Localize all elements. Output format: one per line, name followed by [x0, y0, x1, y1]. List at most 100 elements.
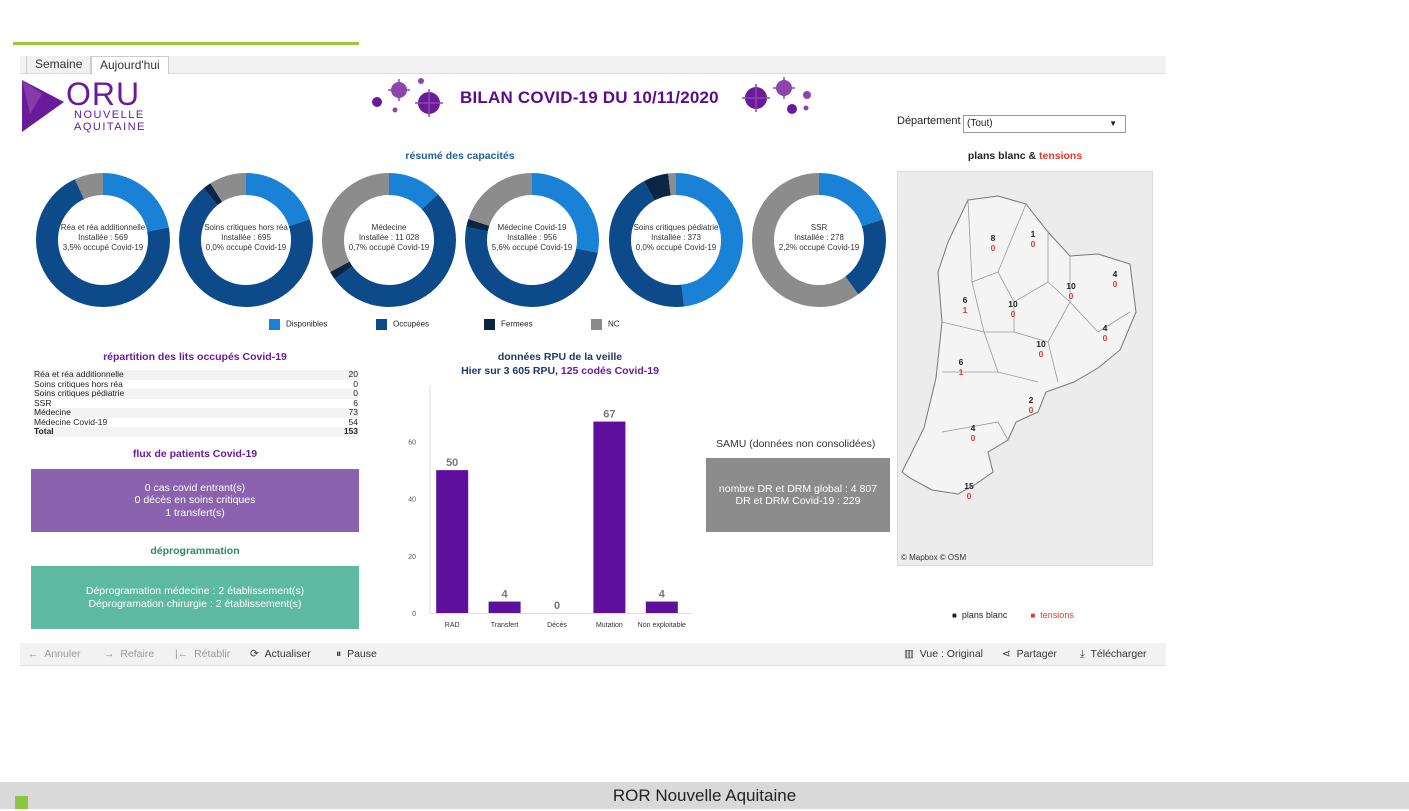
bar-value-label: 50: [446, 457, 458, 469]
map-department-count[interactable]: 10 0: [1036, 339, 1046, 359]
donut-label: Soins critiques hors réa Installée : 695 0…: [204, 223, 288, 252]
table-row: Soins critiques pédiatrie 0: [34, 388, 358, 399]
download-icon: ⤓: [1080, 648, 1085, 660]
donut-label: Soins critiques pédiatrie Installée : 373…: [633, 223, 719, 252]
donut-segment-nc: [752, 173, 886, 307]
samu-title: SAMU (données non consolidées): [716, 438, 876, 450]
capacity-legend: Disponibles Occupées Fermees NC: [269, 319, 629, 333]
view-button[interactable]: ▥ Vue : Original: [904, 648, 983, 660]
pause-button[interactable]: ⏸ Pause: [336, 648, 377, 660]
bar: [645, 601, 678, 613]
bar: [488, 601, 521, 613]
top-accent-bar: [13, 42, 359, 45]
redo-button[interactable]: → Refaire: [104, 648, 155, 660]
legend-fermees: Fermees: [484, 319, 533, 330]
page-title: BILAN COVID-19 DU 10/11/2020: [460, 88, 719, 107]
repartition-title: répartition des lits occupés Covid-19: [103, 351, 287, 363]
capacity-donut[interactable]: Soins critiques hors réa Installée : 695 0…: [177, 171, 315, 314]
legend-occupees: Occupées: [376, 319, 429, 330]
x-tick-label: Transfert: [491, 622, 519, 629]
arrow-left-icon: ←: [28, 648, 39, 660]
capacity-donut[interactable]: Médecine Installée : 11 028 0,7% occupé Co…: [320, 171, 458, 314]
legend-nc: NC: [591, 319, 620, 330]
donut-segment-nc: [322, 173, 456, 307]
table-row: Réa et réa additionnelle 20: [34, 369, 358, 380]
rpu-subtitle: Hier sur 3 605 RPU, 125 codés Covid-19: [461, 365, 659, 377]
footer-bar: ROR Nouvelle Aquitaine: [0, 782, 1409, 809]
samu-box: nombre DR et DRM global : 4 807 DR et DRM…: [706, 458, 890, 532]
donut-segment-occupees: [752, 173, 886, 307]
chevron-down-icon: ▼: [1109, 119, 1117, 128]
share-icon: ⋖: [1002, 648, 1011, 660]
x-tick-label: Non exploitable: [638, 622, 686, 629]
donut-segment-occupees: [609, 173, 743, 307]
tab-semaine[interactable]: Semaine: [26, 56, 92, 74]
y-tick-label: 0: [412, 611, 416, 618]
donut-segment-occupees: [465, 173, 599, 307]
refresh-icon: ⟳: [250, 648, 259, 660]
bar: [436, 470, 469, 613]
map-attribution: © Mapbox © OSM: [901, 553, 967, 562]
x-tick-label: Mutation: [596, 622, 623, 629]
donut-label: Médecine Covid-19 Installée : 956 5,6% occ…: [491, 223, 573, 252]
share-button[interactable]: ⋖ Partager: [1002, 648, 1057, 660]
map-legend: ■ plans blanc ■ tensions: [952, 610, 1074, 620]
map-department-count[interactable]: 10 0: [1066, 281, 1076, 301]
revert-button[interactable]: |← Rétablir: [175, 648, 231, 660]
rpu-title: données RPU de la veille: [497, 351, 623, 363]
map-department-count[interactable]: 10 0: [1008, 299, 1018, 319]
bar: [593, 421, 626, 613]
plans-title: plans blanc & tensions: [967, 150, 1083, 162]
department-map[interactable]: 8 0 1 0 10 0 4 0 6 1 10 0 4 0 10 0 6 1 2 0 4 0 15 0 © Mapbox © …: [897, 171, 1153, 566]
donut-segment-nc: [179, 173, 313, 307]
department-select[interactable]: (Tout) ▼: [963, 115, 1126, 133]
legend-plans-blanc: plans blanc: [961, 610, 1008, 620]
arrow-right-icon: →: [104, 648, 115, 660]
virus-decoration-left-icon: [372, 78, 443, 117]
rpu-bar-chart: 0 20 40 60 50 RAD 4 Transfert 0 Décès 67 Mutation 4 N…: [408, 385, 692, 629]
table-row: Soins critiques hors réa 0: [34, 378, 358, 389]
donut-segment-nc: [36, 173, 170, 307]
y-tick-label: 40: [408, 497, 416, 504]
refresh-button[interactable]: ⟳ Actualiser: [250, 648, 311, 660]
table-row: Médecine Covid-19 54: [34, 416, 358, 427]
donut-label: Médecine Installée : 11 028 0,7% occupé Co…: [348, 223, 430, 252]
tab-aujourdhui[interactable]: Aujourd'hui: [91, 56, 169, 74]
oru-logo: ORU NOUVELLE AQUITAINE: [20, 76, 145, 138]
legend-tensions: tensions: [1040, 610, 1074, 620]
capacity-donut[interactable]: SSR Installée : 278 2,2% occupé Covid-19: [750, 171, 888, 314]
bar-value-label: 4: [502, 589, 509, 601]
pause-icon: ⏸: [336, 648, 342, 660]
view-icon: ▥: [904, 648, 914, 660]
undo-button[interactable]: ← Annuler: [28, 648, 81, 660]
capacity-donut[interactable]: Réa et réa additionnelle Installée : 569 3…: [34, 171, 172, 314]
download-button[interactable]: ⤓ Télécharger: [1080, 648, 1147, 660]
repartition-table: Réa et réa additionnelle 20 Soins critiqu…: [34, 369, 358, 437]
map-department-count[interactable]: 15 0: [964, 481, 974, 501]
logo-subtitle: NOUVELLE AQUITAINE: [74, 109, 146, 133]
donut-label: SSR Installée : 278 2,2% occupé Covid-19: [778, 223, 860, 252]
deprog-title: déprogrammation: [150, 545, 240, 557]
table-row-total: Total 153: [34, 426, 358, 437]
revert-icon: |←: [175, 648, 189, 660]
donut-segment-nc: [465, 173, 599, 307]
donut-segment-nc: [609, 173, 743, 307]
capacity-donut[interactable]: Médecine Covid-19 Installée : 956 5,6% occ…: [463, 171, 601, 314]
donut-segment-occupees: [36, 173, 170, 307]
donut-label: Réa et réa additionnelle Installée : 569 3…: [60, 223, 146, 252]
x-tick-label: Décès: [547, 622, 567, 629]
y-tick-label: 60: [408, 440, 416, 447]
capacity-donut[interactable]: Soins critiques pédiatrie Installée : 373…: [607, 171, 745, 314]
y-tick-label: 20: [408, 554, 416, 561]
logo-text: ORU: [66, 76, 141, 112]
flux-title: flux de patients Covid-19: [132, 448, 258, 460]
view-tabs: Semaine Aujourd'hui: [20, 56, 1166, 74]
